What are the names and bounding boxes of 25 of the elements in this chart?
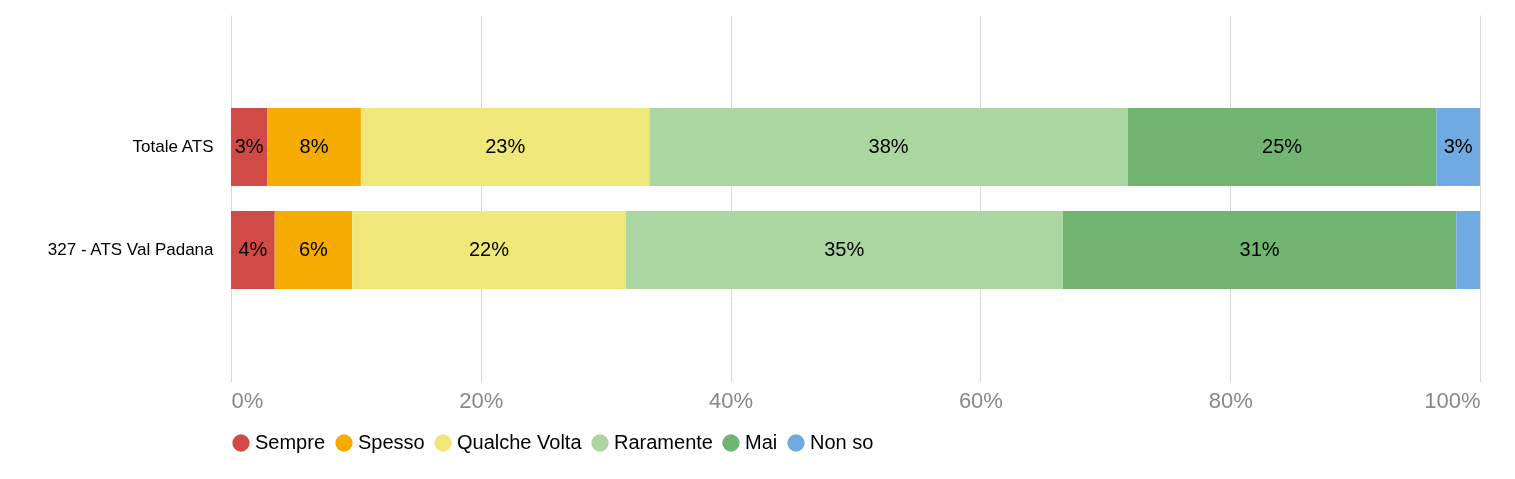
data-label: 31% (1239, 238, 1280, 260)
x-tick-label: 80% (1208, 387, 1253, 413)
data-label: 35% (824, 238, 865, 260)
legend-label: Sempre (255, 431, 326, 453)
data-label: 23% (485, 135, 526, 157)
data-label: 38% (868, 135, 909, 157)
data-label: 8% (299, 135, 329, 157)
data-label: 3% (234, 135, 264, 157)
legend-label: Mai (745, 431, 778, 453)
legend-label: Raramente (614, 431, 713, 453)
x-tick-label: 0% (231, 387, 264, 413)
x-tick-label: 60% (958, 387, 1003, 413)
data-label: 25% (1262, 135, 1303, 157)
x-tick-label: 100% (1424, 387, 1481, 413)
legend-label: Non so (810, 431, 874, 453)
y-tick-label: Totale ATS (132, 137, 214, 156)
legend-label: Spesso (358, 431, 425, 453)
data-label: 6% (298, 238, 329, 260)
data-label: 22% (468, 238, 510, 260)
legend-label: Qualche Volta (457, 431, 583, 453)
data-label: 3% (1443, 135, 1473, 157)
x-tick-label: 20% (459, 387, 504, 413)
y-tick-label: 327 - ATS Val Padana (47, 240, 215, 259)
data-label: 4% (238, 238, 268, 260)
x-tick-label: 40% (709, 387, 754, 413)
